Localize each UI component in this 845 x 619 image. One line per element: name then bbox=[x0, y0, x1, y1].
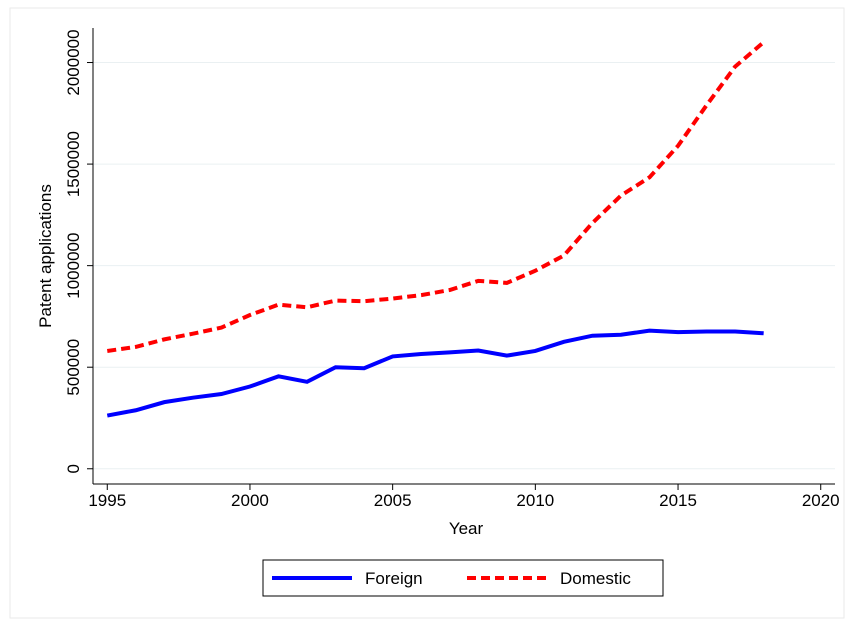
frame bbox=[9, 7, 845, 619]
line bbox=[106, 40, 765, 353]
x-tick-label: 2015 bbox=[659, 491, 697, 510]
x-tick-label: 1995 bbox=[88, 491, 126, 510]
line bbox=[106, 328, 764, 418]
y-tick-label: 1500000 bbox=[64, 131, 83, 197]
x-tick-label: 2000 bbox=[231, 491, 269, 510]
legend-label: Domestic bbox=[560, 569, 631, 588]
y-tick-label: 2000000 bbox=[64, 29, 83, 95]
y-tick-label: 0 bbox=[64, 464, 83, 473]
x-axis-title: Year bbox=[449, 519, 484, 538]
y-axis-title: Patent applications bbox=[36, 184, 55, 328]
x-tick-label: 2020 bbox=[802, 491, 840, 510]
x-tick-label: 2010 bbox=[516, 491, 554, 510]
y-tick-label: 1000000 bbox=[64, 233, 83, 299]
legend-label: Foreign bbox=[365, 569, 423, 588]
y-tick-label: 500000 bbox=[64, 339, 83, 396]
x-tick-label: 2005 bbox=[374, 491, 412, 510]
